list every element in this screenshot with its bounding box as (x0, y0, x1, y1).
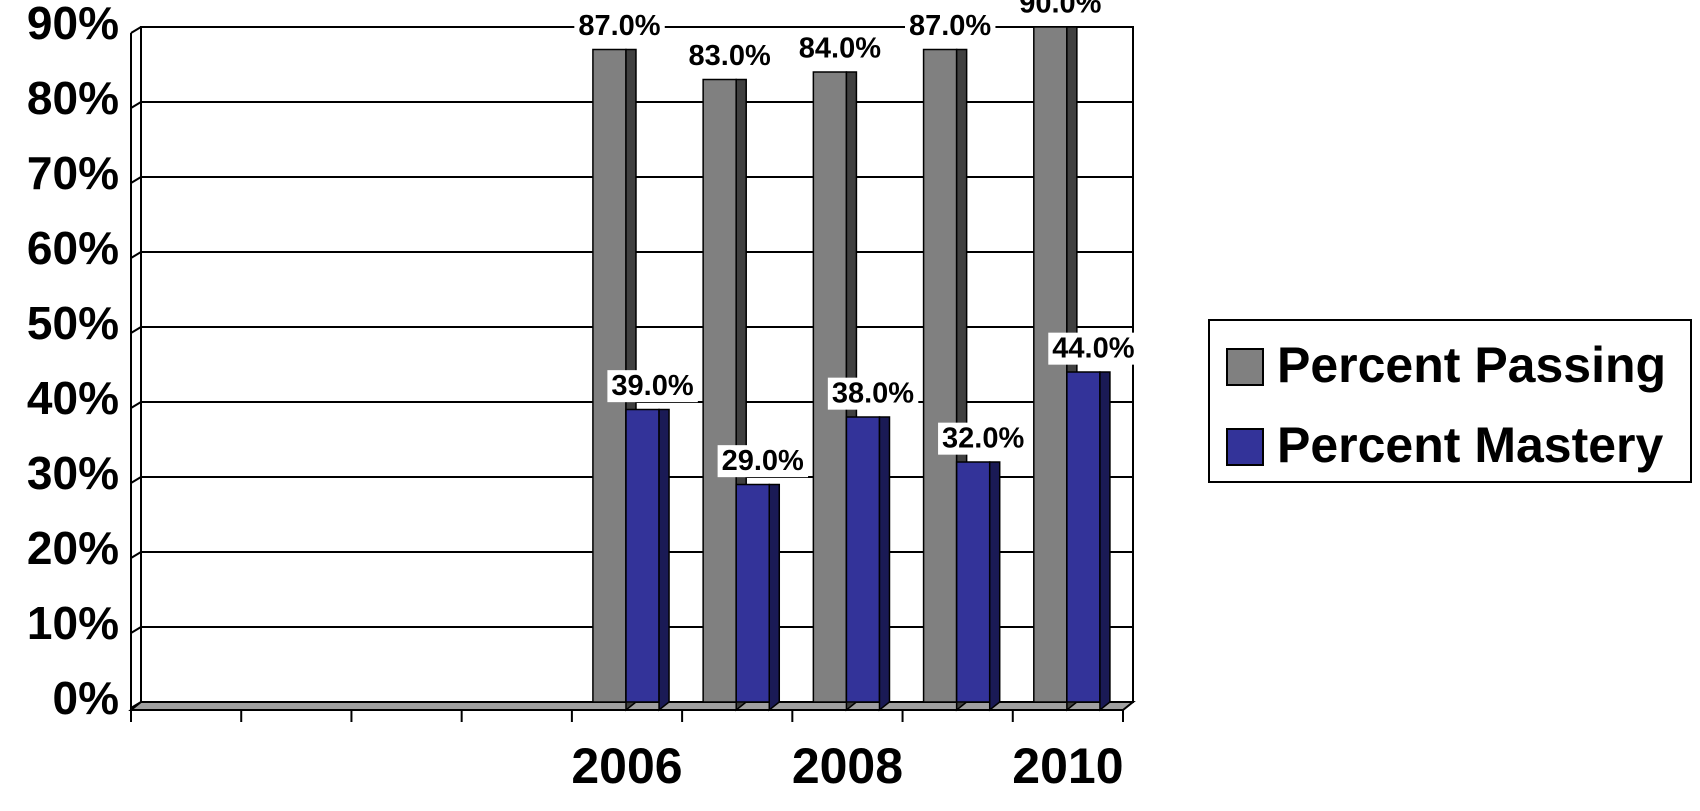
value-label: 90.0% (1019, 0, 1101, 20)
value-label-bg (938, 422, 1029, 455)
y-tick (130, 251, 142, 259)
value-label: 83.0% (689, 40, 771, 72)
bar (845, 416, 881, 703)
y-tick (130, 176, 142, 184)
legend-box (1208, 319, 1692, 483)
value-label: 38.0% (832, 378, 914, 410)
value-label-bg (1048, 332, 1139, 365)
y-tick (130, 101, 142, 109)
y-tick-label: 20% (27, 522, 119, 574)
y-tick (130, 401, 142, 409)
y-tick (130, 326, 142, 334)
value-label-bg (827, 377, 919, 410)
legend-label: Percent Passing (1277, 337, 1666, 393)
value-label: 87.0% (578, 10, 660, 42)
bar (625, 408, 660, 703)
bar (1066, 371, 1101, 703)
value-label-bg (794, 32, 886, 65)
x-tick-label: 2006 (571, 738, 682, 794)
y-tick-label: 80% (27, 72, 119, 124)
bar (735, 483, 771, 703)
value-label-bg (1015, 0, 1106, 20)
bar-side (878, 416, 891, 712)
value-label-bg (904, 10, 996, 43)
y-tick-label: 70% (27, 147, 119, 199)
y-tick (130, 551, 142, 559)
legend-label: Percent Mastery (1277, 417, 1663, 473)
bar-side (1099, 371, 1111, 712)
bar-side (768, 483, 781, 712)
value-label-bg (607, 370, 698, 403)
value-label-bg (717, 445, 809, 478)
bar (955, 461, 991, 703)
bar-side (988, 461, 1001, 712)
x-tick-label: 2010 (1012, 738, 1123, 794)
y-tick-label: 40% (27, 372, 119, 424)
value-label-bg (574, 10, 665, 43)
legend-swatch (1226, 348, 1264, 386)
bar-side (658, 408, 670, 712)
y-tick-label: 10% (27, 597, 119, 649)
y-tick-label: 90% (27, 0, 119, 49)
value-label: 29.0% (722, 445, 804, 477)
bar (702, 78, 737, 703)
y-tick-label: 0% (53, 672, 119, 724)
legend-swatch (1226, 428, 1264, 466)
value-label: 32.0% (942, 423, 1024, 455)
y-tick (130, 626, 142, 634)
value-label: 39.0% (611, 370, 693, 402)
value-label: 44.0% (1052, 333, 1134, 365)
y-tick-label: 60% (27, 222, 119, 274)
y-tick-label: 50% (27, 297, 119, 349)
value-label: 84.0% (799, 33, 881, 65)
x-tick-label: 2008 (792, 738, 903, 794)
value-label: 87.0% (909, 10, 991, 42)
y-tick-label: 30% (27, 447, 119, 499)
y-tick (130, 476, 142, 484)
y-tick (130, 26, 142, 34)
bar (922, 48, 958, 703)
value-label-bg (684, 40, 775, 73)
